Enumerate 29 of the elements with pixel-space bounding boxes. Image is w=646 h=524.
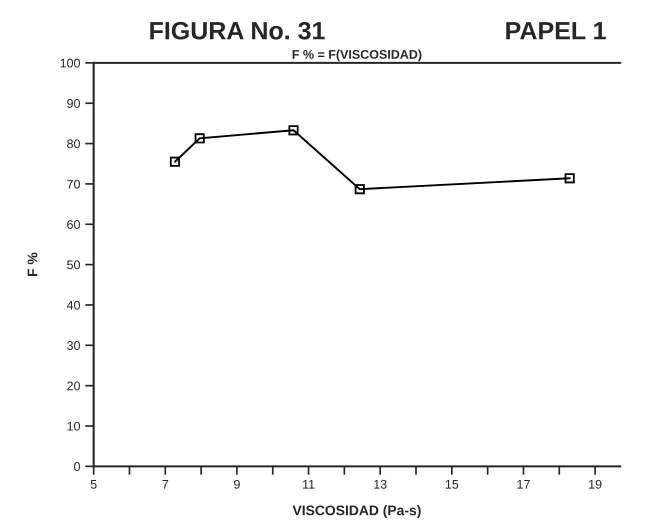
- y-tick-label: 50: [67, 260, 80, 270]
- chart-subtitle: F % = F(VISCOSIDAD): [292, 50, 422, 62]
- y-tick-label: 20: [67, 381, 80, 390]
- x-tick-label: 13: [374, 480, 387, 489]
- y-tick-label: 60: [67, 220, 80, 229]
- point: [288, 125, 299, 136]
- text: PAPEL 1: [506, 22, 606, 40]
- y-tick-label: 10: [68, 422, 80, 431]
- x-tick-label: 7: [162, 480, 168, 489]
- x-tick-label: 5: [90, 480, 97, 489]
- x-tick-label: 17: [517, 480, 530, 489]
- point: [354, 184, 365, 194]
- y-tick-label: 100: [60, 58, 80, 68]
- chart-title: FIGURA No. 31: [150, 22, 325, 40]
- point: [194, 133, 205, 144]
- y-tick-label: 0: [74, 462, 80, 472]
- x-tick-label: 19: [589, 480, 602, 489]
- x-tick-label: 9: [234, 480, 240, 489]
- y-tick-label: 80: [67, 139, 80, 148]
- y-tick-label: 90: [67, 99, 80, 108]
- y-tick-label: 40: [66, 300, 80, 310]
- y-tick-label: 70: [67, 180, 80, 189]
- x-axis-title: VISCOSIDAD (Pa-s): [292, 505, 421, 518]
- point: [564, 173, 575, 184]
- y-axis-title: F %: [28, 252, 38, 276]
- point: [170, 156, 180, 167]
- x-tick-label: 11: [303, 480, 314, 489]
- x-tick-label: 15: [446, 480, 458, 489]
- y-tick-label: 30: [67, 341, 80, 350]
